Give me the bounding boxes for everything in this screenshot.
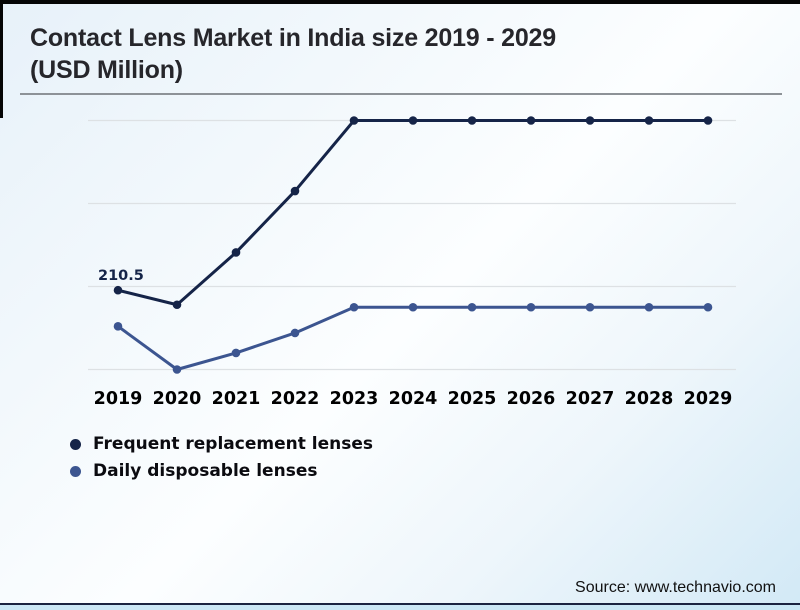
data-point [113,285,123,295]
x-axis-label: 2022 [271,389,320,409]
data-point [703,302,713,312]
x-axis-label: 2028 [625,389,674,409]
data-point [231,248,241,257]
x-axis-label: 2025 [448,389,497,409]
x-axis-label: 2027 [566,389,615,409]
data-point [644,302,654,312]
data-point [526,116,536,125]
line-chart: 2019 2020 2021 2022 2023 2024 2025 2026 2027 2028… [88,116,736,409]
x-axis-label: 2021 [212,389,261,409]
legend-bullet-icon [70,438,81,450]
series-line-1 [116,305,710,371]
data-point [231,348,241,358]
legend-bullet-icon [70,465,81,477]
title-divider [20,93,782,95]
data-point [349,116,359,125]
x-axis-label: 2024 [389,389,438,409]
data-point [290,328,300,338]
top-border-bar [0,0,800,4]
bottom-strip [0,605,800,610]
bottom-border-line [0,603,800,605]
legend-item-daily-disposable: Daily disposable lenses [70,460,373,481]
legend-label: Daily disposable lenses [93,460,318,481]
data-point [349,302,359,312]
data-point [585,302,595,312]
data-point [703,116,713,125]
data-point [467,116,477,125]
data-point [644,116,654,125]
data-point [585,116,595,125]
data-point [113,322,123,331]
source-attribution: Source: www.technavio.com [575,579,776,596]
chart-legend: Frequent replacement lenses Daily dispos… [70,435,373,480]
data-point [467,302,477,312]
data-label: 210.5 [98,268,144,284]
x-axis-label: 2029 [684,389,733,409]
x-axis-label: 2019 [94,389,143,409]
data-point [172,300,182,310]
data-point [290,186,300,196]
legend-label: Frequent replacement lenses [93,434,373,454]
page-title: Contact Lens Market in India size 2019 -… [30,24,556,84]
left-border-bar [0,0,3,118]
data-point [408,116,418,125]
x-axis-label: 2026 [507,389,556,409]
x-axis-label: 2020 [153,389,202,409]
data-point [526,302,536,312]
data-point [408,302,418,312]
series-line-0 [116,119,710,307]
data-point [172,365,182,374]
legend-item-frequent-replacement: Frequent replacement lenses [70,435,373,454]
x-axis-label: 2023 [330,389,379,409]
